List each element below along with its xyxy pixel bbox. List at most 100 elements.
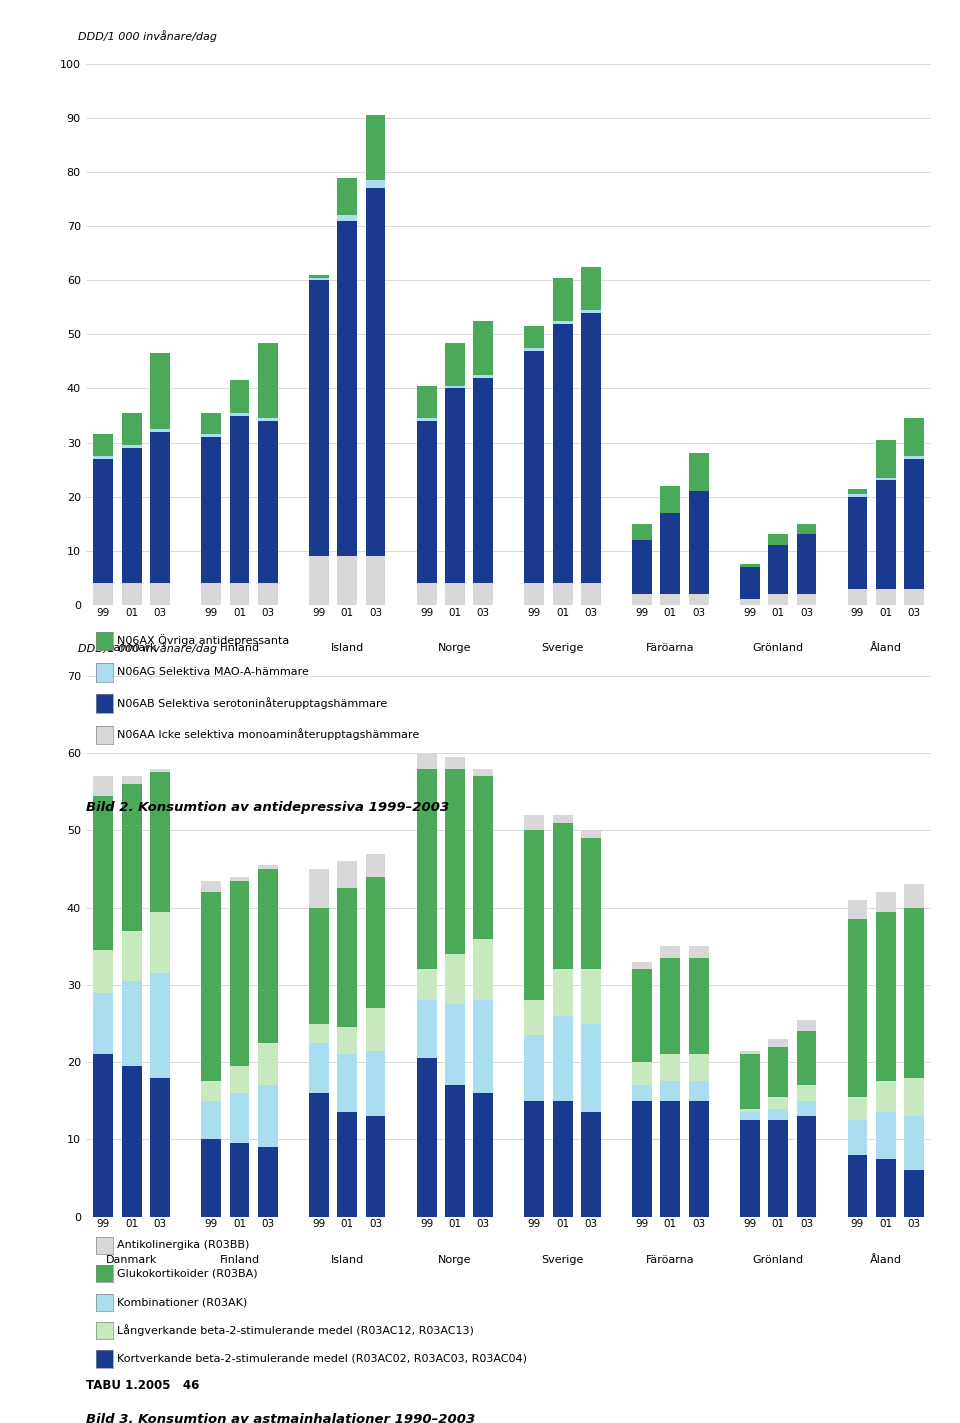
Bar: [553, 583, 572, 605]
Bar: [229, 881, 250, 1066]
Bar: [366, 877, 386, 1007]
Text: Åland: Åland: [870, 1255, 901, 1265]
Bar: [417, 768, 437, 969]
Bar: [417, 1000, 437, 1059]
Bar: [768, 545, 788, 593]
Text: Bild 3. Konsumtion av astmainhalationer 1990–2003: Bild 3. Konsumtion av astmainhalationer …: [86, 1413, 475, 1423]
Bar: [848, 1097, 868, 1120]
Bar: [581, 831, 601, 838]
Bar: [689, 593, 708, 605]
Bar: [93, 455, 113, 458]
Bar: [258, 583, 277, 605]
Bar: [122, 413, 142, 445]
Bar: [445, 386, 465, 388]
Bar: [229, 380, 250, 413]
Bar: [258, 1043, 277, 1086]
Bar: [93, 1054, 113, 1217]
Bar: [473, 377, 493, 583]
Bar: [876, 478, 896, 481]
Bar: [797, 593, 816, 605]
Bar: [202, 1081, 221, 1101]
Text: N06AB Selektiva serotoninåterupptagshämmare: N06AB Selektiva serotoninåterupptagshämm…: [117, 697, 388, 709]
Bar: [202, 881, 221, 892]
Bar: [632, 539, 652, 593]
Bar: [258, 1086, 277, 1147]
Bar: [632, 962, 652, 969]
Bar: [337, 556, 357, 605]
Bar: [229, 877, 250, 881]
Bar: [473, 939, 493, 1000]
Bar: [904, 885, 924, 908]
Bar: [309, 1043, 328, 1093]
Bar: [904, 1170, 924, 1217]
Bar: [740, 565, 759, 566]
Bar: [229, 413, 250, 416]
Bar: [258, 1147, 277, 1217]
Bar: [258, 421, 277, 583]
Text: Kombinationer (R03AK): Kombinationer (R03AK): [117, 1296, 248, 1308]
Bar: [689, 491, 708, 593]
Text: Norge: Norge: [438, 1255, 471, 1265]
Bar: [524, 1035, 544, 1101]
Bar: [337, 178, 357, 215]
Bar: [876, 912, 896, 1081]
Bar: [660, 1054, 681, 1081]
Bar: [150, 973, 170, 1077]
Bar: [445, 768, 465, 953]
Bar: [445, 757, 465, 768]
Bar: [337, 1027, 357, 1054]
Bar: [876, 892, 896, 912]
Bar: [122, 931, 142, 980]
Bar: [417, 421, 437, 583]
Bar: [122, 448, 142, 583]
Bar: [445, 343, 465, 386]
Bar: [366, 188, 386, 556]
Bar: [876, 481, 896, 589]
Bar: [150, 773, 170, 912]
Bar: [581, 583, 601, 605]
Bar: [904, 418, 924, 457]
Bar: [150, 430, 170, 431]
Bar: [202, 437, 221, 583]
Bar: [797, 1032, 816, 1086]
Bar: [876, 589, 896, 605]
Bar: [202, 1101, 221, 1140]
Bar: [366, 854, 386, 877]
Text: Långverkande beta-2-stimulerande medel (R03AC12, R03AC13): Långverkande beta-2-stimulerande medel (…: [117, 1325, 474, 1336]
Bar: [581, 313, 601, 583]
Bar: [93, 583, 113, 605]
Bar: [122, 980, 142, 1066]
Bar: [660, 1081, 681, 1101]
Bar: [797, 1116, 816, 1217]
Bar: [122, 784, 142, 931]
Bar: [445, 1086, 465, 1217]
Bar: [337, 1113, 357, 1217]
Bar: [202, 434, 221, 437]
Text: DDD/1 000 invånare/dag: DDD/1 000 invånare/dag: [78, 30, 217, 43]
Bar: [93, 458, 113, 583]
Bar: [337, 861, 357, 888]
Bar: [524, 831, 544, 1000]
Bar: [337, 215, 357, 221]
Bar: [904, 1077, 924, 1116]
Bar: [797, 1101, 816, 1116]
Bar: [337, 1054, 357, 1113]
Bar: [904, 589, 924, 605]
Bar: [904, 458, 924, 589]
Bar: [258, 869, 277, 1043]
Bar: [632, 1101, 652, 1217]
Bar: [337, 888, 357, 1027]
Bar: [581, 1023, 601, 1113]
Bar: [309, 277, 328, 280]
Bar: [632, 593, 652, 605]
Bar: [632, 1062, 652, 1086]
Bar: [660, 958, 681, 1054]
Bar: [581, 268, 601, 310]
Text: Glukokortikoider (R03BA): Glukokortikoider (R03BA): [117, 1268, 257, 1279]
Text: Danmark: Danmark: [106, 1255, 157, 1265]
Bar: [740, 1113, 759, 1120]
Bar: [581, 838, 601, 969]
Bar: [202, 413, 221, 434]
Bar: [93, 795, 113, 951]
Text: Åland: Åland: [870, 643, 901, 653]
